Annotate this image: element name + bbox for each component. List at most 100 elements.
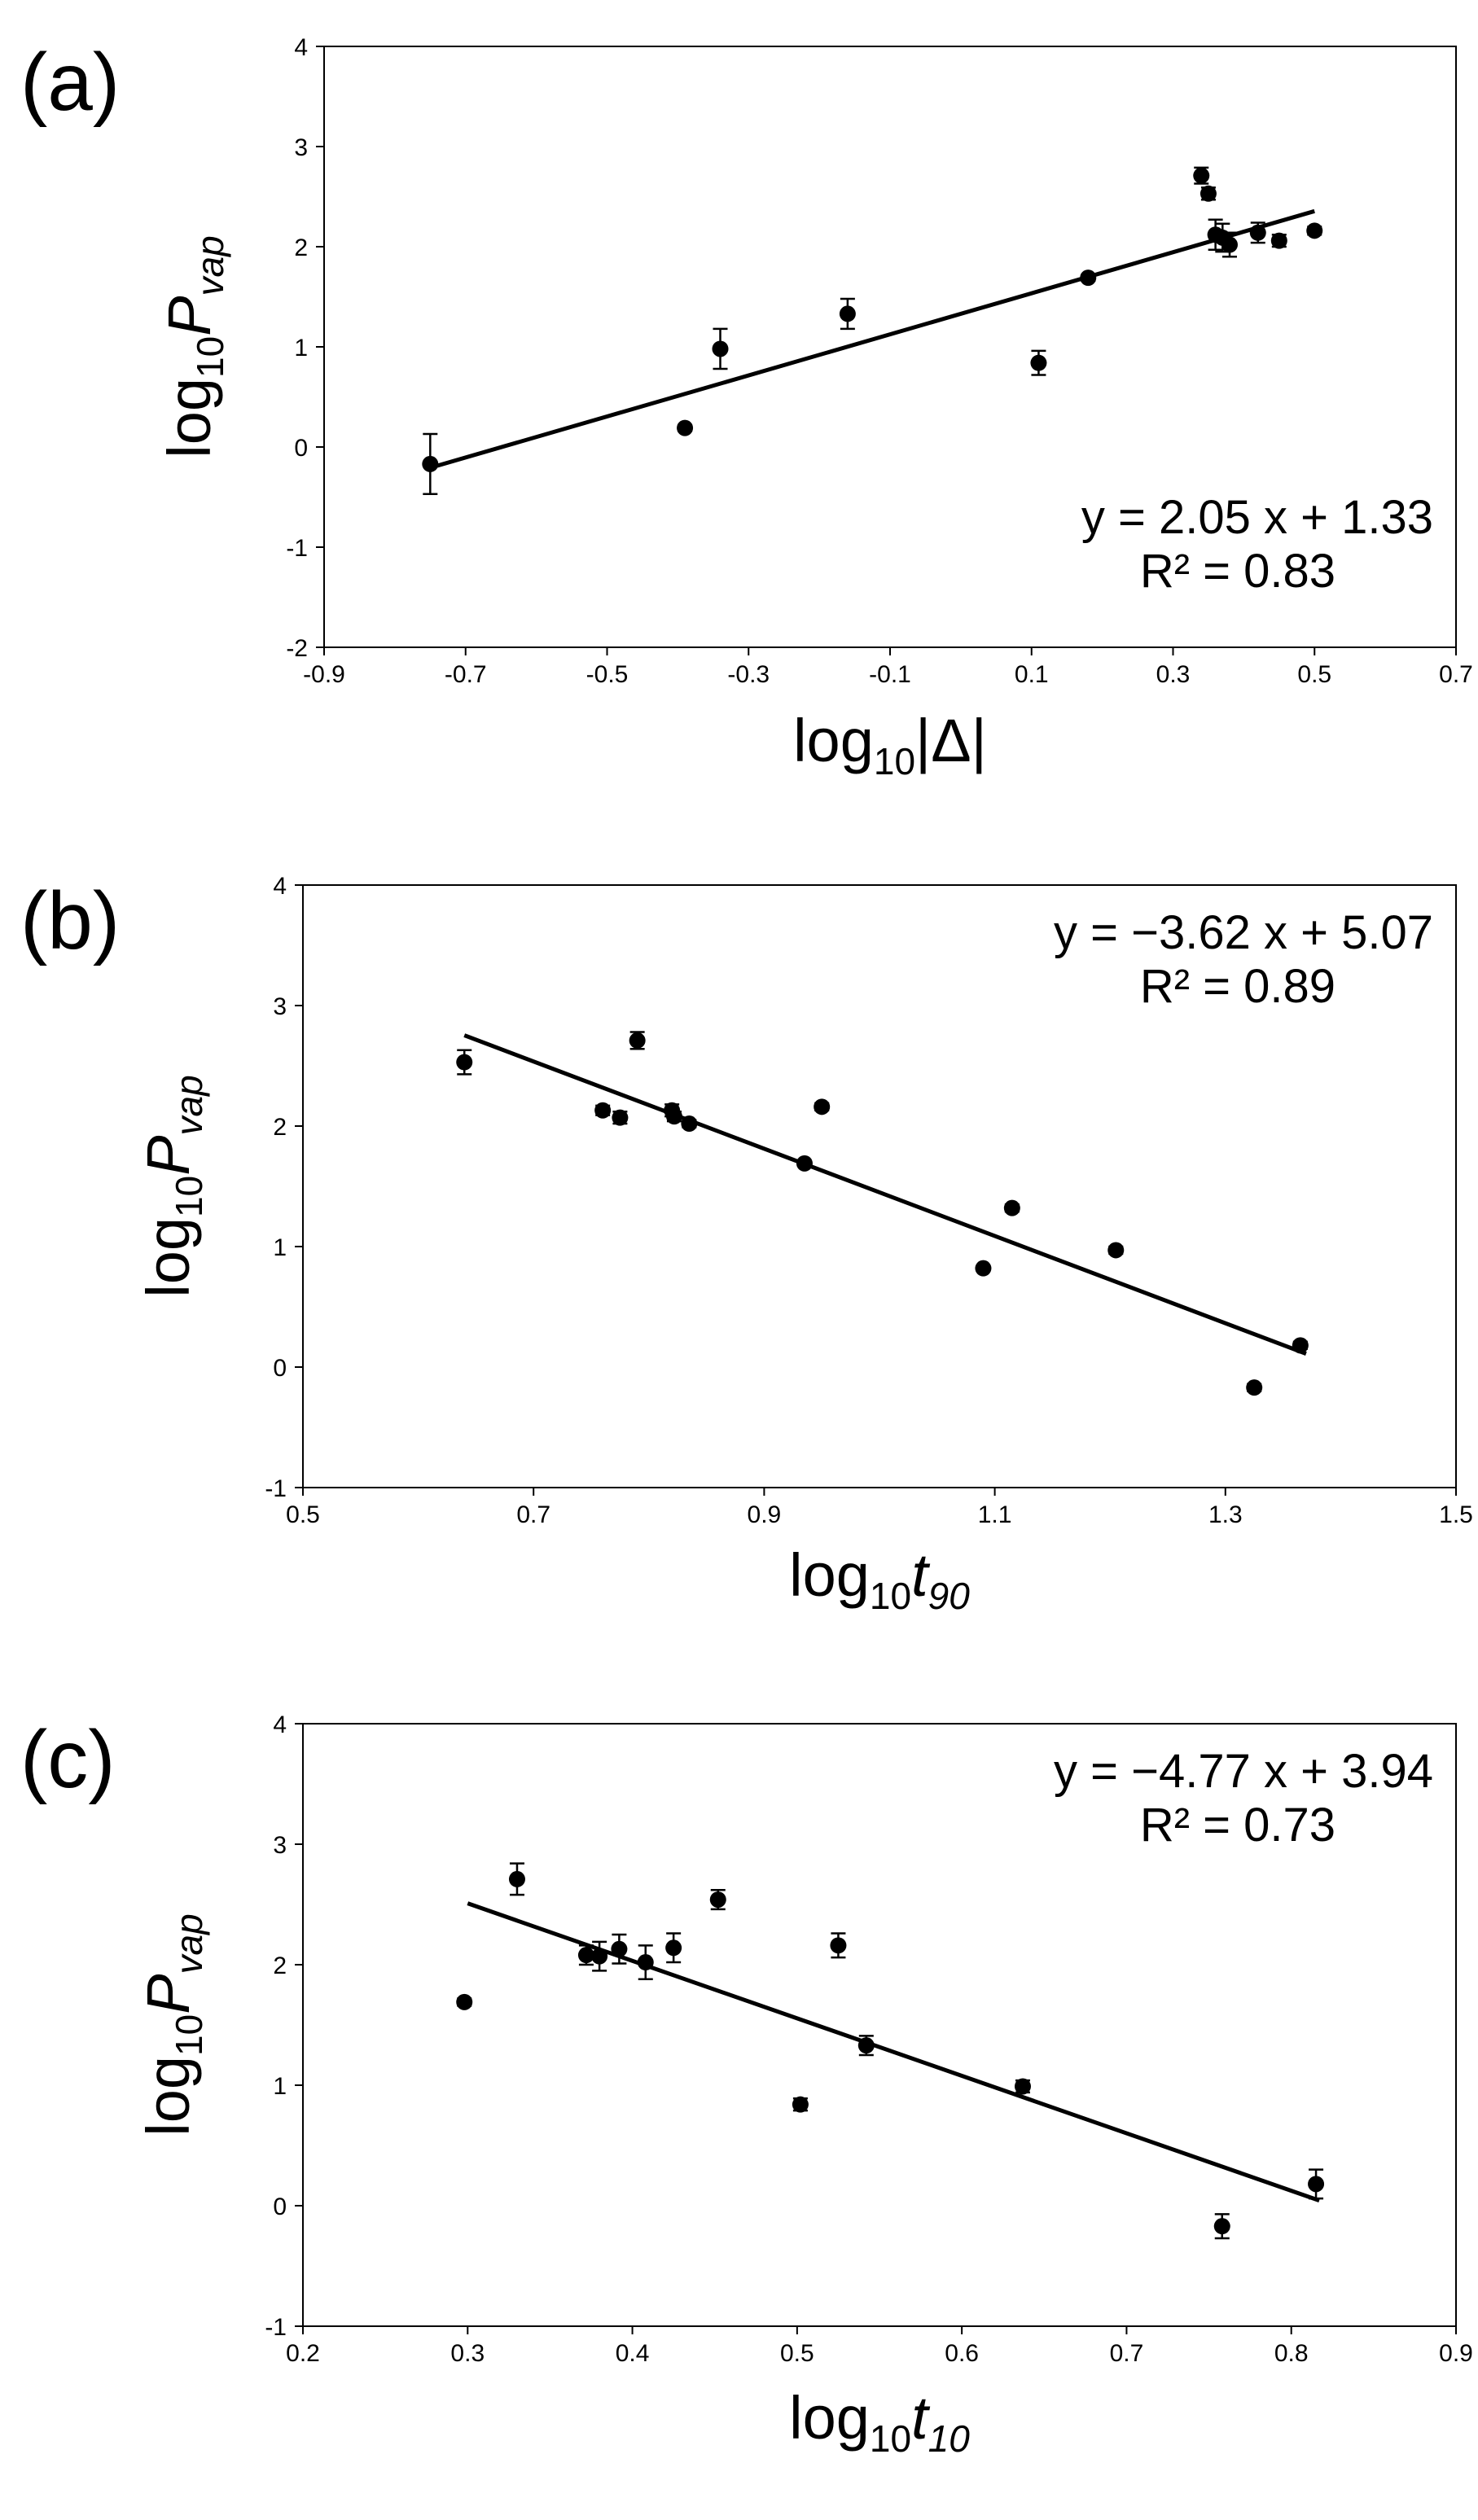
scatter-chart-c: 0.2 0.3 0.4 0.5 0.6 0.7 0.8 0.9 -1 0 1 2 3 4 (c) y = −4… bbox=[20, 1711, 1473, 2460]
panel-label: (a) bbox=[20, 37, 120, 128]
y-axis-title-varsub: vap bbox=[189, 235, 231, 296]
data-point bbox=[637, 1954, 654, 1971]
y-tick-label: 2 bbox=[273, 1114, 287, 1141]
x-tick-label: 0.6 bbox=[945, 2340, 979, 2367]
x-axis-title-sub: 10 bbox=[874, 740, 915, 782]
y-axis-title-varsub: vap bbox=[168, 1913, 210, 1974]
y-tick-label: 0 bbox=[273, 1355, 287, 1382]
x-tick-label: 0.3 bbox=[1156, 661, 1191, 688]
x-tick-label: 0.7 bbox=[1439, 661, 1473, 688]
data-point bbox=[665, 1108, 682, 1125]
data-point bbox=[1221, 236, 1238, 253]
trend-line bbox=[463, 1033, 1307, 1356]
data-point bbox=[1292, 1337, 1309, 1354]
x-tick-label: 1.1 bbox=[978, 1501, 1012, 1528]
x-axis-title: log10t10 bbox=[789, 2384, 970, 2460]
data-point bbox=[792, 2096, 809, 2113]
x-axis-title-base: log bbox=[789, 2384, 870, 2452]
x-tick-label: -0.5 bbox=[586, 661, 629, 688]
x-axis-title-base: log bbox=[789, 1541, 870, 1609]
data-point bbox=[1308, 2176, 1325, 2193]
x-tick-label: 0.5 bbox=[1297, 661, 1331, 688]
y-axis-title-sub: 10 bbox=[189, 336, 231, 378]
x-tick-label: 0.4 bbox=[616, 2340, 650, 2367]
data-point bbox=[594, 1102, 612, 1119]
data-point bbox=[677, 419, 694, 436]
y-tick-label: 1 bbox=[273, 1234, 287, 1261]
data-point bbox=[577, 1947, 594, 1964]
y-tick-label: 4 bbox=[294, 34, 308, 61]
data-point bbox=[1193, 167, 1210, 184]
data-point bbox=[1014, 2078, 1031, 2095]
x-tick-label: -0.7 bbox=[445, 661, 487, 688]
y-tick-label: -2 bbox=[286, 635, 308, 662]
trend-line bbox=[467, 1901, 1320, 2203]
data-point bbox=[796, 1155, 813, 1172]
y-tick-label: -1 bbox=[265, 1475, 287, 1502]
x-axis-title-varsub: 90 bbox=[928, 1575, 971, 1617]
y-axis-title: log10Pvap bbox=[134, 1913, 210, 2136]
panel-c: 0.2 0.3 0.4 0.5 0.6 0.7 0.8 0.9 -1 0 1 2 3 4 (c) y = −4… bbox=[0, 1677, 1478, 2516]
y-tick-label: 4 bbox=[273, 873, 287, 900]
x-axis-title-sub: 10 bbox=[870, 1575, 911, 1617]
data-point bbox=[1246, 1379, 1263, 1396]
x-tick-label: -0.1 bbox=[869, 661, 911, 688]
x-tick-label: 0.7 bbox=[1110, 2340, 1144, 2367]
data-point bbox=[857, 2037, 875, 2054]
y-axis-title: log10Pvap bbox=[134, 1075, 210, 1297]
x-tick-label: 0.5 bbox=[286, 1501, 320, 1528]
x-tick-label: 0.7 bbox=[516, 1501, 550, 1528]
data-point bbox=[1003, 1199, 1020, 1216]
y-axis-title-base: log bbox=[134, 2056, 202, 2137]
y-tick-label: -1 bbox=[286, 535, 308, 562]
x-tick-label: -0.3 bbox=[727, 661, 770, 688]
panel-a: -0.9 -0.7 -0.5 -0.3 -0.1 0.1 0.3 0.5 0.7 -2 -1 0 1 2 3… bbox=[0, 0, 1478, 839]
y-tick-label: 2 bbox=[294, 234, 308, 261]
x-axis-title-var: |Δ| bbox=[915, 707, 987, 774]
y-tick-label: -1 bbox=[265, 2314, 287, 2341]
y-axis-title: log10Pvap bbox=[156, 235, 231, 458]
data-point bbox=[665, 1939, 682, 1957]
trend-line bbox=[429, 208, 1315, 470]
plot-area bbox=[302, 1723, 1457, 2327]
data-point bbox=[1270, 232, 1287, 249]
r-squared: R² = 0.89 bbox=[1140, 960, 1335, 1013]
y-tick-label: 2 bbox=[273, 1952, 287, 1979]
regression-equation: y = −4.77 x + 3.94 bbox=[1054, 1745, 1433, 1798]
x-tick-label: 1.5 bbox=[1439, 1501, 1473, 1528]
y-tick-label: 3 bbox=[294, 134, 308, 161]
r-squared: R² = 0.73 bbox=[1140, 1799, 1335, 1852]
data-point bbox=[629, 1032, 646, 1049]
x-axis-title-var: t bbox=[911, 2384, 931, 2452]
x-axis-title-varsub: 10 bbox=[928, 2417, 971, 2460]
y-axis-title-varsub: vap bbox=[168, 1075, 210, 1135]
data-point bbox=[681, 1115, 698, 1133]
x-tick-label: 0.2 bbox=[286, 2340, 320, 2367]
data-point bbox=[1213, 2218, 1230, 2235]
regression-equation: y = 2.05 x + 1.33 bbox=[1081, 491, 1433, 544]
x-axis-title: log10t90 bbox=[789, 1541, 970, 1617]
x-tick-label: 0.3 bbox=[450, 2340, 485, 2367]
panel-label: (b) bbox=[20, 875, 120, 966]
x-tick-label: 0.1 bbox=[1015, 661, 1049, 688]
data-point bbox=[591, 1948, 608, 1965]
panel-label: (c) bbox=[20, 1714, 116, 1805]
x-tick-label: 0.9 bbox=[748, 1501, 782, 1528]
r-squared: R² = 0.83 bbox=[1140, 545, 1335, 598]
data-point bbox=[508, 1870, 525, 1887]
data-point bbox=[839, 305, 856, 322]
x-axis-title-base: log bbox=[793, 707, 874, 774]
data-point bbox=[814, 1098, 831, 1115]
x-tick-label: -0.9 bbox=[303, 661, 345, 688]
y-axis-title-base: log bbox=[134, 1217, 202, 1298]
y-tick-label: 0 bbox=[273, 2193, 287, 2220]
data-point bbox=[1200, 185, 1217, 202]
regression-equation: y = −3.62 x + 5.07 bbox=[1054, 906, 1433, 959]
y-axis-title-var: P bbox=[156, 296, 223, 335]
data-point bbox=[612, 1109, 629, 1126]
y-axis-title-var: P bbox=[134, 1135, 202, 1175]
panel-b: 0.5 0.7 0.9 1.1 1.3 1.5 -1 0 1 2 3 4 (b) y = −3.62 x … bbox=[0, 839, 1478, 1677]
x-axis-title-sub: 10 bbox=[870, 2417, 911, 2460]
scatter-chart-b: 0.5 0.7 0.9 1.1 1.3 1.5 -1 0 1 2 3 4 (b) y = −3.62 x … bbox=[20, 873, 1473, 1617]
